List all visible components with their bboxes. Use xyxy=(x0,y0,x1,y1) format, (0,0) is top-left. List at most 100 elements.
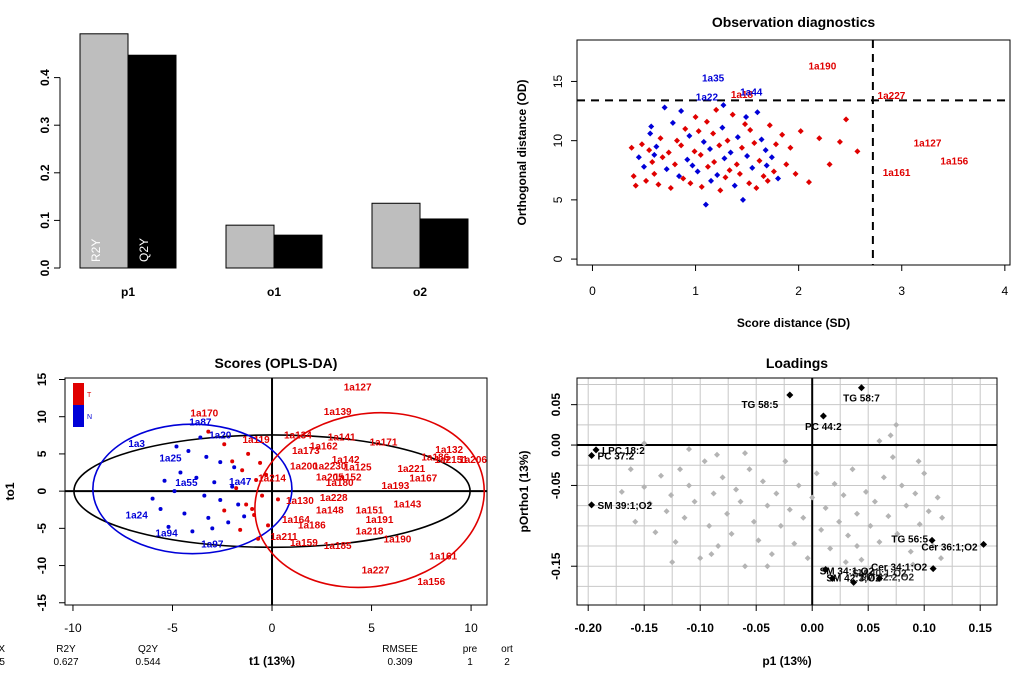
data-point xyxy=(805,179,812,186)
data-point xyxy=(242,514,247,519)
loading-point xyxy=(669,559,676,566)
data-point xyxy=(687,180,694,187)
data-point xyxy=(702,201,709,208)
loading-point xyxy=(854,510,860,517)
data-point xyxy=(680,175,687,182)
loading-point xyxy=(858,556,865,563)
legend-swatch xyxy=(73,405,84,427)
data-point xyxy=(826,161,833,168)
loading-point xyxy=(777,522,784,529)
point-label: 1a214 xyxy=(258,473,286,484)
data-point xyxy=(726,167,733,174)
data-point xyxy=(704,163,711,170)
summary-header: Q2Y xyxy=(138,644,158,655)
summary-header: R2X xyxy=(0,644,5,655)
data-point xyxy=(236,502,241,507)
loading-point xyxy=(719,474,726,481)
x-tick-label: 0.10 xyxy=(913,621,937,635)
data-point xyxy=(206,515,211,520)
loading-point xyxy=(827,545,834,552)
loading-point xyxy=(686,446,692,453)
data-point xyxy=(733,161,740,168)
data-point xyxy=(218,460,223,465)
plot-frame xyxy=(576,39,1011,266)
data-point xyxy=(651,151,658,158)
data-point xyxy=(194,475,199,480)
data-point xyxy=(643,177,650,184)
point-label: 1a47 xyxy=(229,477,252,488)
summary-value: 2 xyxy=(504,657,510,668)
data-point xyxy=(708,177,715,184)
data-point xyxy=(703,118,710,125)
loading-point xyxy=(768,551,775,558)
data-point xyxy=(663,166,670,173)
y-tick-label: -5 xyxy=(35,523,49,534)
data-point xyxy=(779,131,786,138)
loading-point xyxy=(907,548,914,555)
loading-point xyxy=(759,478,766,485)
data-point xyxy=(158,506,163,511)
highlighted-loading-point xyxy=(929,565,937,573)
y-axis-label: Orthogonal distance (OD) xyxy=(515,79,529,225)
data-point xyxy=(250,506,255,511)
data-point xyxy=(635,154,642,161)
loading-label: SM 42:3;O2 xyxy=(826,573,881,584)
data-point xyxy=(206,429,211,434)
loading-label: Cer 36:1;O2 xyxy=(921,542,978,553)
x-tick-label: 0.00 xyxy=(801,621,825,635)
point-label: 1a141 xyxy=(328,433,356,444)
data-point xyxy=(648,123,655,130)
y-tick-label: -0.15 xyxy=(549,552,563,580)
data-point xyxy=(716,142,723,149)
point-label: 1a130 xyxy=(286,496,314,507)
chart-title: Scores (OPLS-DA) xyxy=(215,355,338,371)
data-point xyxy=(816,135,823,142)
confidence-ellipse-all xyxy=(73,434,471,549)
highlighted-loading-point xyxy=(588,452,596,460)
x-category-label: o1 xyxy=(267,285,281,299)
y-tick-label: 15 xyxy=(35,372,49,386)
data-point xyxy=(669,119,676,126)
loading-point xyxy=(714,451,720,458)
loading-point xyxy=(618,488,625,495)
x-axis-label: p1 (13%) xyxy=(762,654,811,668)
data-point xyxy=(226,520,231,525)
summary-panel: R2X 0.25 R2Y 0.627 Q2Y 0.544 RMSEE 0.309 pre 1 ort… xyxy=(0,644,513,668)
data-point xyxy=(198,435,203,440)
loading-point xyxy=(681,514,688,521)
loading-point xyxy=(867,522,874,529)
data-point xyxy=(775,175,782,182)
data-point xyxy=(770,168,777,175)
point-label: 1a3 xyxy=(128,439,145,450)
data-point xyxy=(721,155,728,162)
loading-point xyxy=(910,561,916,568)
loading-point xyxy=(795,482,802,489)
x-tick-label: 2 xyxy=(795,284,802,298)
data-point xyxy=(659,154,666,161)
loading-point xyxy=(938,555,944,562)
bar xyxy=(225,224,275,269)
point-label: 1a162 xyxy=(310,441,338,452)
loading-label: TG 56:5 xyxy=(891,534,928,545)
loading-point xyxy=(822,505,829,512)
data-point xyxy=(836,138,843,145)
data-point xyxy=(252,512,257,517)
data-point xyxy=(724,137,731,144)
data-point xyxy=(222,508,227,513)
point-label: 1a127 xyxy=(344,383,372,394)
point-label: 1a164 xyxy=(282,515,310,526)
data-point xyxy=(754,109,761,116)
point-label: 1a170 xyxy=(190,409,218,420)
point-label: 1a161 xyxy=(883,168,911,179)
data-point xyxy=(246,451,251,456)
loading-label: TG 58:7 xyxy=(843,394,880,405)
point-label: 1a173 xyxy=(292,446,320,457)
highlighted-loading-point xyxy=(786,391,794,399)
data-point xyxy=(678,142,685,149)
x-tick-label: 4 xyxy=(1002,284,1009,298)
data-point xyxy=(630,173,637,180)
point-label: 1a132 xyxy=(435,445,463,456)
data-point xyxy=(661,104,668,111)
point-label: 1a22 xyxy=(696,92,719,103)
